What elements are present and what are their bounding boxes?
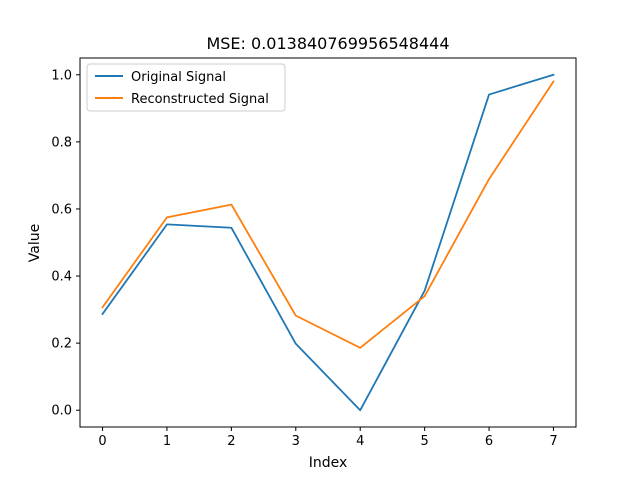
x-tick-label: 5: [420, 434, 428, 449]
series-line-original-signal: [101, 73, 555, 412]
y-tick-label: 0.4: [51, 270, 72, 285]
x-tick-label: 2: [227, 434, 235, 449]
x-axis-label: Index: [309, 455, 348, 471]
chart-title: MSE: 0.013840769956548444: [206, 34, 449, 53]
x-tick-label: 0: [98, 434, 106, 449]
y-tick-label: 0.6: [51, 202, 72, 217]
x-tick-label: 4: [356, 434, 364, 449]
y-tick-label: 0.2: [51, 337, 72, 352]
y-tick-label: 0.0: [51, 404, 72, 419]
plot-area: 0 1 2 3 4 5 6 7 0.0 0.2 0.4 0.6 0.8 1.0: [51, 57, 577, 449]
legend-label-original-signal: Original Signal: [131, 70, 226, 85]
x-axis-ticks: 0 1 2 3 4 5 6 7: [98, 427, 558, 449]
y-tick-label: 1.0: [51, 68, 72, 83]
x-tick-label: 7: [549, 434, 557, 449]
y-tick-label: 0.8: [51, 135, 72, 150]
x-tick-label: 6: [485, 434, 493, 449]
series-layer: [101, 73, 555, 412]
x-tick-label: 1: [163, 434, 171, 449]
y-axis-label: Value: [27, 224, 43, 262]
legend-label-reconstructed-signal: Reconstructed Signal: [131, 92, 269, 107]
legend-box: [86, 63, 286, 112]
x-tick-label: 3: [292, 434, 300, 449]
y-axis-ticks: 0.0 0.2 0.4 0.6 0.8 1.0: [51, 68, 80, 419]
legend: Original Signal Reconstructed Signal: [86, 63, 286, 112]
series-line-reconstructed-signal: [101, 80, 555, 349]
axes-frame: [79, 57, 577, 428]
